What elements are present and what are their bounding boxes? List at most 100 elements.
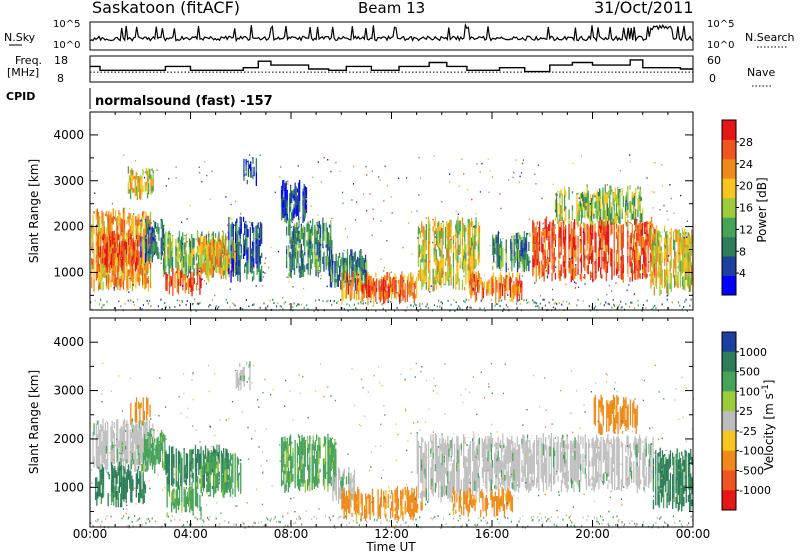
echo-cell	[151, 233, 153, 245]
echo-cell	[670, 238, 672, 248]
echo-cell	[663, 243, 666, 248]
echo-cell	[613, 239, 615, 245]
echo-cell	[618, 241, 620, 249]
echo-cell	[589, 247, 592, 251]
echo-cell	[548, 301, 550, 304]
echo-cell	[110, 429, 112, 442]
echo-cell	[246, 261, 248, 274]
echo-cell	[176, 276, 178, 284]
echo-cell	[141, 464, 143, 472]
echo-cell	[133, 176, 135, 180]
echo-cell	[110, 480, 113, 493]
echo-cell	[212, 446, 215, 457]
echo-cell	[629, 184, 631, 190]
echo-cell	[534, 240, 536, 250]
echo-cell	[583, 194, 585, 198]
echo-cell	[365, 302, 367, 305]
echo-cell	[669, 260, 671, 272]
echo-cell	[185, 262, 187, 273]
echo-cell	[492, 265, 494, 271]
echo-cell	[198, 449, 200, 453]
echo-cell	[645, 267, 647, 280]
echo-cell	[97, 212, 100, 224]
echo-cell	[259, 154, 261, 156]
echo-cell	[115, 309, 117, 312]
echo-cell	[197, 254, 200, 267]
echo-cell	[372, 208, 374, 210]
echo-cell	[363, 258, 365, 260]
echo-cell	[424, 268, 426, 277]
echo-cell	[472, 246, 474, 257]
echo-cell	[464, 258, 466, 272]
echo-cell	[442, 257, 444, 264]
echo-cell	[424, 259, 426, 262]
echo-cell	[496, 234, 498, 237]
echo-cell	[105, 421, 108, 422]
echo-cell	[198, 166, 200, 168]
echo-cell	[469, 280, 471, 286]
echo-cell	[319, 226, 322, 239]
echo-cell	[204, 243, 207, 249]
echo-cell	[330, 248, 333, 260]
echo-region	[532, 216, 656, 283]
echo-cell	[425, 240, 427, 251]
echo-cell	[640, 223, 642, 230]
echo-cell	[341, 259, 343, 267]
echo-cell	[202, 481, 204, 488]
echo-cell	[181, 239, 183, 252]
echo-cell	[372, 292, 375, 299]
echo-cell	[352, 258, 354, 271]
echo-cell	[131, 481, 133, 492]
echo-cell	[380, 284, 382, 292]
nsearch-tick-top: 10^5	[707, 19, 734, 30]
echo-cell	[424, 230, 426, 243]
echo-cell	[472, 221, 474, 233]
echo-cell	[120, 266, 122, 276]
echo-cell	[96, 437, 99, 446]
echo-cell	[690, 298, 692, 301]
echo-cell	[511, 263, 513, 272]
echo-region	[166, 481, 202, 518]
echo-cell	[160, 431, 163, 437]
echo-cell	[133, 280, 135, 282]
echo-cell	[293, 207, 295, 219]
echo-cell	[165, 280, 167, 291]
echo-cell	[532, 243, 534, 253]
echo-cell	[303, 199, 305, 209]
echo-cell	[498, 255, 501, 267]
echo-cell	[165, 470, 167, 476]
echo-cell	[663, 237, 666, 244]
echo-cell	[121, 231, 123, 243]
echo-cell	[357, 262, 359, 270]
echo-cell	[572, 248, 575, 262]
echo-cell	[139, 265, 141, 275]
echo-cell	[606, 216, 609, 221]
echo-cell	[631, 196, 633, 206]
echo-cell	[315, 227, 317, 238]
echo-cell	[175, 166, 177, 168]
echo-cell	[459, 265, 461, 269]
echo-cell	[197, 449, 199, 453]
echo-cell	[110, 445, 112, 456]
echo-cell	[224, 239, 226, 246]
echo-cell	[177, 278, 180, 282]
echo-cell	[548, 235, 550, 242]
echo-cell	[220, 275, 222, 279]
echo-cell	[209, 198, 211, 201]
echo-cell	[456, 232, 458, 238]
echo-cell	[287, 183, 289, 185]
echo-cell	[585, 256, 587, 258]
echo-cell	[618, 265, 620, 267]
echo-cell	[627, 202, 629, 210]
echo-cell	[617, 261, 619, 270]
echo-cell	[516, 238, 519, 244]
echo-cell	[521, 256, 523, 265]
echo-cell	[558, 224, 560, 231]
echo-cell	[663, 204, 665, 207]
echo-cell	[293, 237, 296, 248]
echo-cell	[226, 301, 229, 304]
echo-cell	[149, 281, 152, 289]
echo-cell	[253, 303, 255, 306]
echo-cell	[634, 307, 636, 310]
